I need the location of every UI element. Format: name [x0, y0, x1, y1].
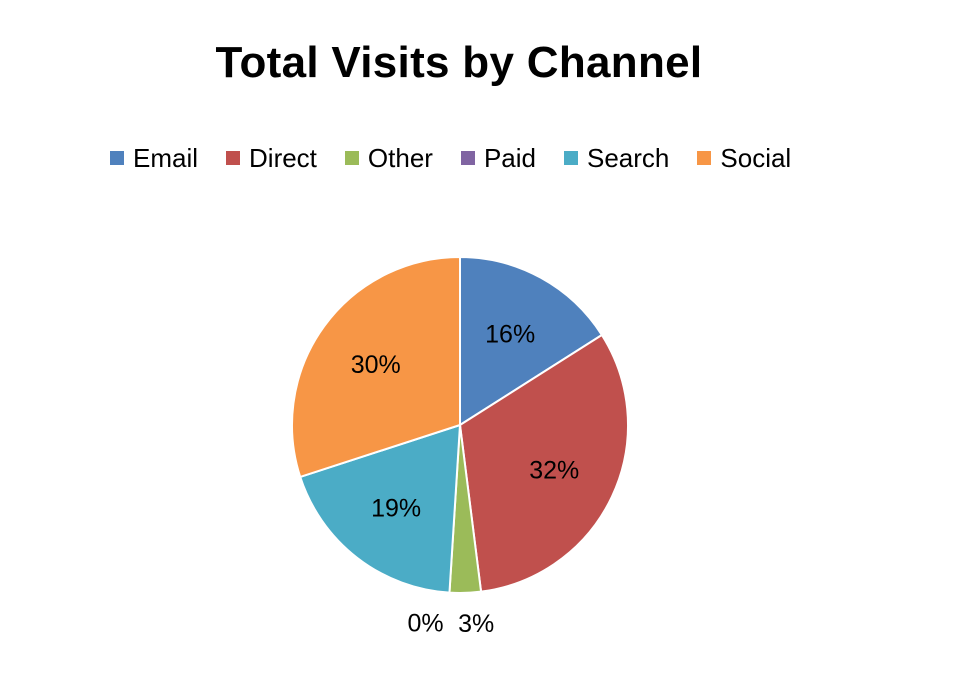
legend-item-paid: Paid — [460, 142, 536, 174]
legend-item-other: Other — [344, 142, 433, 174]
legend-item-email: Email — [110, 143, 198, 174]
data-label-paid: 0% — [407, 610, 443, 638]
legend-label: Direct — [249, 142, 317, 173]
data-label-social: 30% — [351, 351, 401, 379]
pie-slice-email — [459, 255, 604, 427]
chart-legend: Email Direct Other Paid Search Social — [110, 140, 791, 176]
legend-label: Email — [133, 142, 199, 173]
legend-swatch — [344, 151, 359, 165]
legend-swatch — [226, 151, 241, 165]
legend-swatch — [697, 151, 712, 165]
legend-swatch — [564, 151, 578, 165]
legend-label: Paid — [483, 142, 536, 173]
pie-slice-search — [298, 423, 462, 594]
pie-slice-social — [291, 255, 461, 479]
legend-label: Other — [367, 142, 433, 173]
legend-label: Social — [720, 142, 792, 173]
data-label-direct: 32% — [529, 456, 579, 484]
legend-label: Search — [587, 142, 670, 173]
legend-swatch — [110, 151, 124, 165]
legend-swatch — [460, 151, 475, 165]
data-label-email: 16% — [485, 321, 535, 349]
data-label-other: 3% — [458, 610, 494, 638]
legend-item-search: Search — [564, 143, 669, 174]
pie-slice-direct — [458, 333, 629, 593]
data-label-search: 19% — [371, 494, 421, 522]
legend-item-direct: Direct — [226, 143, 317, 174]
chart-title: Total Visits by Channel — [215, 38, 703, 87]
legend-item-social: Social — [697, 143, 791, 174]
